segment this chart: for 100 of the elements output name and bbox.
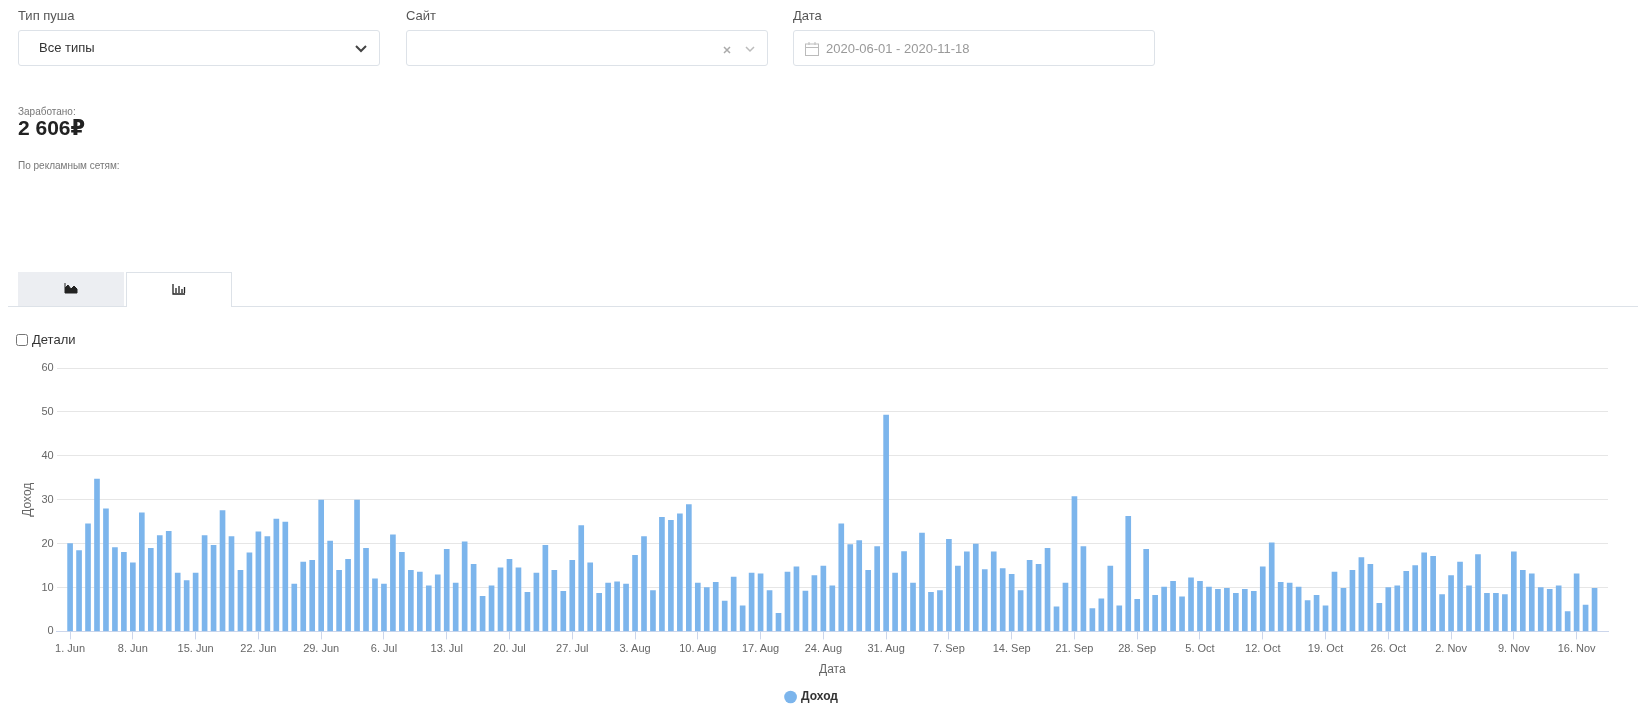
x-tick-label: 17. Aug (741, 642, 780, 655)
bar (1412, 565, 1419, 632)
bar (686, 504, 692, 632)
bar (641, 536, 647, 632)
bar (425, 585, 432, 632)
bar (892, 572, 898, 632)
bar (1179, 596, 1185, 632)
bar (336, 570, 342, 632)
x-tick-label: 6. Jul (370, 642, 398, 655)
bar (1537, 587, 1544, 632)
x-tick-label: 14. Sep (992, 642, 1031, 655)
bar (85, 523, 91, 632)
bar (883, 414, 889, 632)
bar (919, 532, 925, 632)
bar (928, 592, 934, 632)
bar (990, 551, 997, 632)
bar (1125, 516, 1132, 632)
bar (381, 583, 387, 632)
bar (291, 583, 298, 632)
bar (1448, 575, 1454, 632)
bar (1197, 581, 1203, 632)
y-tick-label: 0 (47, 624, 54, 637)
bar (551, 570, 558, 632)
x-tick-label: 15. Jun (177, 642, 214, 655)
bar (130, 562, 136, 632)
bar (112, 547, 118, 632)
bar (1188, 577, 1194, 632)
bar (147, 548, 154, 632)
y-tick-label: 30 (41, 492, 54, 505)
bar (1511, 551, 1517, 632)
bar (703, 587, 710, 632)
bar (578, 525, 585, 632)
text: Все типы (39, 40, 95, 55)
bar (847, 544, 854, 632)
bar (596, 592, 602, 632)
x-tick-label: 9. Nov (1497, 642, 1531, 655)
x-tick-label: 24. Aug (804, 642, 843, 655)
bar (363, 548, 369, 632)
x-tick-label: 10. Aug (679, 642, 717, 655)
bar (623, 583, 629, 632)
bar (677, 513, 683, 632)
bar (174, 572, 181, 632)
bar (165, 530, 172, 632)
bar (856, 540, 863, 632)
x-tick-label: 20. Jul (493, 642, 526, 655)
bar (587, 562, 594, 632)
x-axis-title: Дата (819, 662, 846, 677)
bar (300, 561, 307, 632)
x-tick-label: 2. Nov (1435, 642, 1468, 655)
bar (408, 570, 414, 632)
bar (972, 543, 979, 632)
bar (76, 550, 82, 632)
bar (67, 543, 73, 632)
bar (1484, 592, 1490, 632)
bar (1107, 565, 1114, 632)
x-tick-label: 3. Aug (619, 642, 651, 655)
x-tick-label: 29. Jun (303, 642, 340, 655)
y-tick-label: 10 (41, 580, 54, 593)
y-tick-label: 60 (41, 361, 54, 374)
bar (1475, 554, 1481, 632)
bar (999, 568, 1006, 632)
bar (955, 565, 961, 632)
bar (443, 548, 450, 632)
text: Дата (793, 8, 822, 23)
x-tick-label: 8. Jun (117, 642, 148, 655)
bar (327, 540, 333, 632)
bar (1170, 581, 1176, 632)
bar (1250, 591, 1257, 632)
bar (1403, 570, 1410, 632)
text: 2 606₽ (18, 116, 86, 139)
bar (901, 551, 907, 632)
bar (1277, 581, 1284, 632)
x-tick-label: 31. Aug (867, 642, 905, 655)
bar (1259, 566, 1266, 632)
bar (829, 585, 836, 632)
bar (730, 576, 737, 632)
bar (156, 535, 163, 632)
bar (372, 578, 378, 632)
bar (1528, 573, 1535, 632)
bar (694, 582, 701, 632)
bar (121, 552, 127, 632)
bar (1555, 585, 1562, 632)
x-tick-label: 13. Jul (430, 642, 463, 655)
bar (964, 551, 970, 632)
bar (605, 582, 611, 632)
bar (1466, 585, 1472, 632)
bar (1385, 587, 1392, 632)
bar (103, 508, 109, 632)
text: Сайт (406, 8, 436, 23)
bar (1116, 605, 1123, 632)
bar (874, 546, 880, 632)
bar (981, 569, 988, 632)
bar (452, 582, 459, 632)
text: 2020-06-01 - 2020-11-18 (826, 41, 970, 56)
x-tick-label: 1. Jun (55, 642, 86, 655)
legend-label: Доход (801, 689, 839, 704)
y-tick-label: 40 (41, 448, 54, 461)
x-tick-label: 12. Oct (1245, 642, 1281, 655)
bar (139, 512, 145, 632)
x-tick-label: 26. Oct (1370, 642, 1407, 655)
